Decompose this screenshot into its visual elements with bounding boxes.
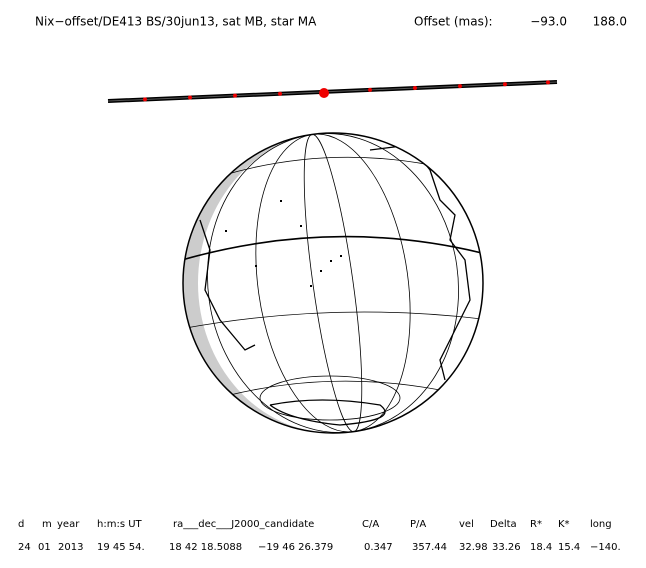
table-cell: 33.26 [492,542,521,553]
table-header-cell: d [18,519,24,530]
data-table: d m year h:m:s UT ra___dec___J2000_candidate… [18,519,621,553]
table-header-cell: year [57,519,80,530]
table-cell: 32.98 [459,542,488,553]
offset-label: Offset (mas): [414,15,493,29]
table-cell: 15.4 [558,542,580,553]
table-cell: 357.44 [412,542,447,553]
table-cell: 0.347 [364,542,393,553]
occultation-track [107,80,558,103]
table-cell: 18 42 18.5088 [169,542,242,553]
table-cell: 01 [38,542,51,553]
table-cell: −19 46 26.379 [258,542,333,553]
table-header-cell: K* [558,519,570,530]
table-cell: 19 45 54. [97,542,145,553]
table-cell: 24 [18,542,31,553]
offset-x: −93.0 [530,15,567,29]
table-header-cell: ra___dec___J2000_candidate [173,519,314,530]
table-header-cell: long [590,519,612,530]
table-header-cell: P/A [410,519,426,530]
table-header-cell: h:m:s UT [97,519,143,530]
table-header-cell: R* [530,519,542,530]
table-cell: 2013 [58,542,83,553]
offset-y: 188.0 [593,15,627,29]
table-header-cell: vel [459,519,474,530]
table-header-cell: C/A [362,519,379,530]
table-header-cell: Delta [490,519,517,530]
title: Nix−offset/DE413 BS/30jun13, sat MB, sta… [35,15,317,29]
table-cell: 18.4 [530,542,552,553]
table-cell: −140. [590,542,621,553]
table-header-cell: m [42,519,52,530]
